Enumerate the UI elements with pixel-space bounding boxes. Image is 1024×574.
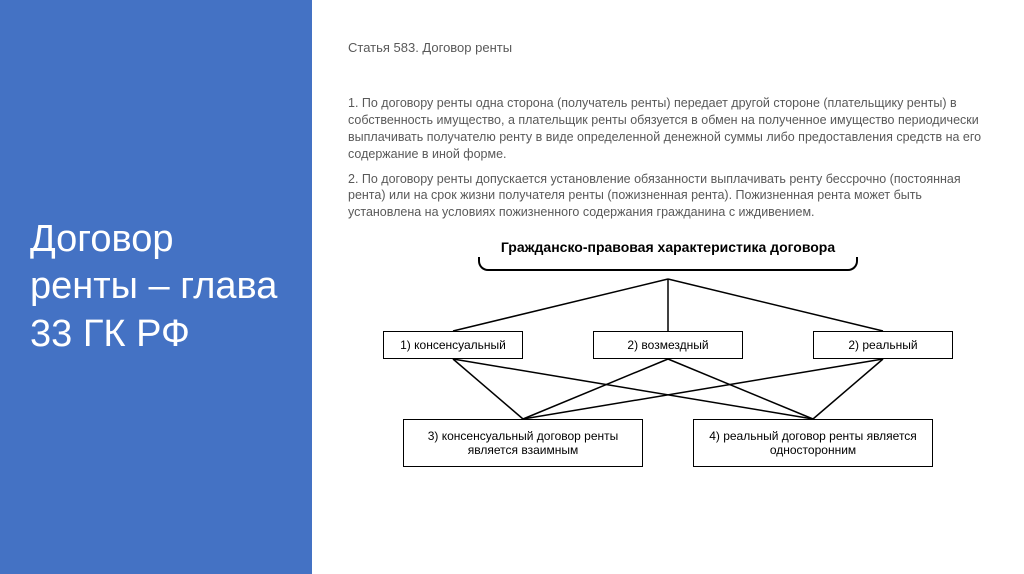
node-mutual: 3) консенсуальный договор ренты является… [403,419,643,467]
paragraph-2: 2. По договору ренты допускается установ… [348,171,988,222]
node-unilateral: 4) реальный договор ренты является однос… [693,419,933,467]
diagram: Гражданско-правовая характеристика догов… [348,239,988,499]
sidebar: Договор ренты – глава 33 ГК РФ [0,0,312,574]
article-title: Статья 583. Договор ренты [348,40,988,55]
node-paid: 2) возмездный [593,331,743,359]
page-title: Договор ренты – глава 33 ГК РФ [30,216,282,359]
node-real: 2) реальный [813,331,953,359]
content-area: Статья 583. Договор ренты 1. По договору… [312,0,1024,574]
diagram-title: Гражданско-правовая характеристика догов… [501,239,835,255]
paragraph-1: 1. По договору ренты одна сторона (получ… [348,95,988,163]
title-brace [478,257,858,271]
node-consensual: 1) консенсуальный [383,331,523,359]
